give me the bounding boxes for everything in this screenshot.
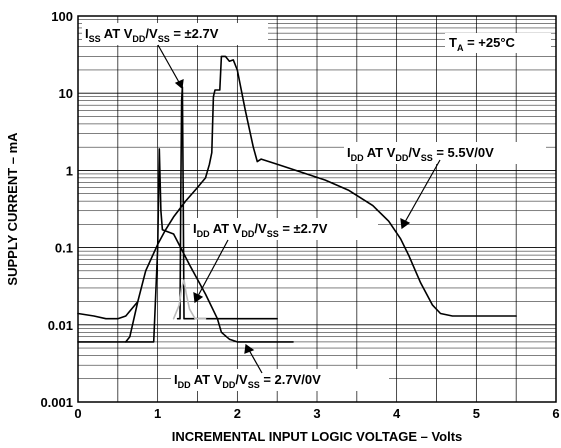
arrow-idd-pm27-head	[193, 291, 204, 304]
y-tick-label: 0.1	[55, 241, 73, 256]
x-tick-label: 3	[313, 406, 320, 421]
arrow-idd-27	[248, 349, 263, 374]
arrow-idd-pm27	[197, 239, 229, 297]
annotation-ta-box	[445, 33, 551, 53]
arrow-idd-55	[404, 159, 441, 223]
arrow-iss-head	[174, 79, 184, 90]
x-tick-label: 0	[74, 406, 81, 421]
plot-frame	[77, 15, 557, 403]
x-tick-label: 4	[393, 406, 401, 421]
x-tick-label: 2	[234, 406, 241, 421]
annotation-idd-pm27-box	[190, 218, 378, 240]
arrow-idd-55-head	[400, 217, 411, 230]
series-layer	[77, 55, 517, 343]
series-line-3	[77, 148, 294, 343]
annotation-idd-pm27: IDD AT VDD/VSS = ±2.7V	[193, 221, 328, 239]
y-axis-label: SUPPLY CURRENT – mA	[5, 132, 20, 286]
x-tick-label: 6	[552, 406, 559, 421]
y-tick-label: 10	[59, 86, 73, 101]
y-tick-label: 100	[51, 9, 73, 24]
x-tick-label: 1	[154, 406, 161, 421]
annotation-iss: ISS AT VDD/VSS = ±2.7V	[85, 26, 219, 44]
grid	[77, 16, 557, 403]
annotation-idd-55: IDD AT VDD/VSS = 5.5V/0V	[347, 145, 494, 163]
y-tick-label: 1	[66, 163, 73, 178]
tick-labels: 0 1 2 3 4 5 6 0.001 0.01 0.1 1 10 100	[40, 9, 559, 421]
annotations: ISS AT VDD/VSS = ±2.7V TA = +25°C IDD AT…	[82, 23, 551, 391]
series-line-0	[125, 55, 517, 343]
arrow-iss	[157, 44, 181, 85]
annotation-idd-27-box	[171, 369, 389, 391]
series-line-1	[176, 86, 278, 320]
annotation-ta: TA = +25°C	[449, 35, 516, 53]
series-line-4	[77, 300, 139, 320]
leader-arrows	[157, 44, 441, 374]
x-axis-label: INCREMENTAL INPUT LOGIC VOLTAGE – Volts	[172, 429, 463, 444]
series-line-2	[172, 279, 207, 320]
annotation-idd-55-box	[344, 142, 546, 164]
x-tick-label: 5	[473, 406, 480, 421]
y-tick-label: 0.01	[48, 318, 73, 333]
arrow-idd-27-head	[244, 343, 255, 354]
annotation-idd-27: IDD AT VDD/VSS = 2.7V/0V	[174, 372, 321, 390]
y-tick-label: 0.001	[40, 395, 73, 410]
annotation-iss-box	[82, 23, 268, 45]
